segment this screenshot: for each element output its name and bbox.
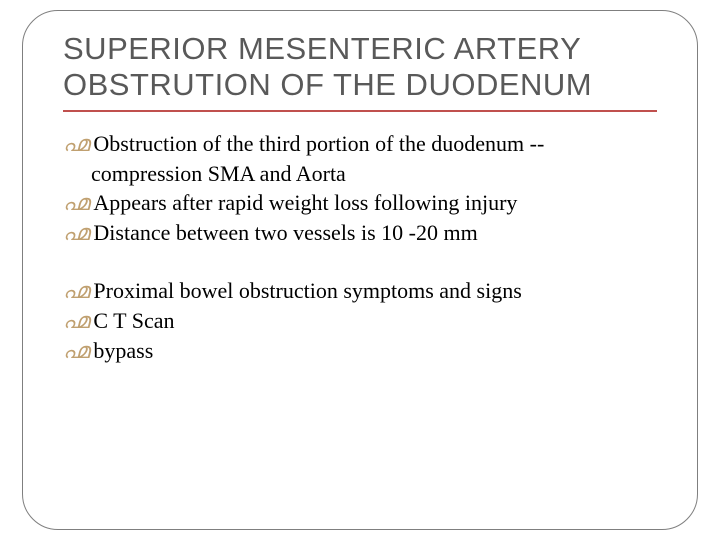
bullet-icon: ൶ xyxy=(63,189,89,217)
list-item: ൶ Distance between two vessels is 10 -20… xyxy=(63,219,657,247)
spacer xyxy=(63,249,657,277)
title-underline xyxy=(63,110,657,112)
item-text: Distance between two vessels is 10 -20 m… xyxy=(93,219,657,247)
bullet-icon: ൶ xyxy=(63,307,89,335)
item-text: bypass xyxy=(93,337,657,365)
bullet-icon: ൶ xyxy=(63,277,89,305)
list-item: ൶ bypass xyxy=(63,337,657,365)
item-text: Appears after rapid weight loss followin… xyxy=(93,189,657,217)
item-text: C T Scan xyxy=(93,307,657,335)
slide-title: SUPERIOR MESENTERIC ARTERY OBSTRUTION OF… xyxy=(63,31,657,102)
item-text: Obstruction of the third portion of the … xyxy=(93,130,657,158)
item-text: Proximal bowel obstruction symptoms and … xyxy=(93,277,657,305)
list-item: ൶ C T Scan xyxy=(63,307,657,335)
slide-body: ൶ Obstruction of the third portion of th… xyxy=(63,130,657,365)
bullet-icon: ൶ xyxy=(63,337,89,365)
bullet-icon: ൶ xyxy=(63,130,89,158)
slide: SUPERIOR MESENTERIC ARTERY OBSTRUTION OF… xyxy=(0,0,720,540)
slide-frame: SUPERIOR MESENTERIC ARTERY OBSTRUTION OF… xyxy=(22,10,698,530)
list-item: ൶ Obstruction of the third portion of th… xyxy=(63,130,657,158)
item-continuation: compression SMA and Aorta xyxy=(63,160,657,188)
list-item: ൶ Proximal bowel obstruction symptoms an… xyxy=(63,277,657,305)
list-item: ൶ Appears after rapid weight loss follow… xyxy=(63,189,657,217)
bullet-icon: ൶ xyxy=(63,219,89,247)
